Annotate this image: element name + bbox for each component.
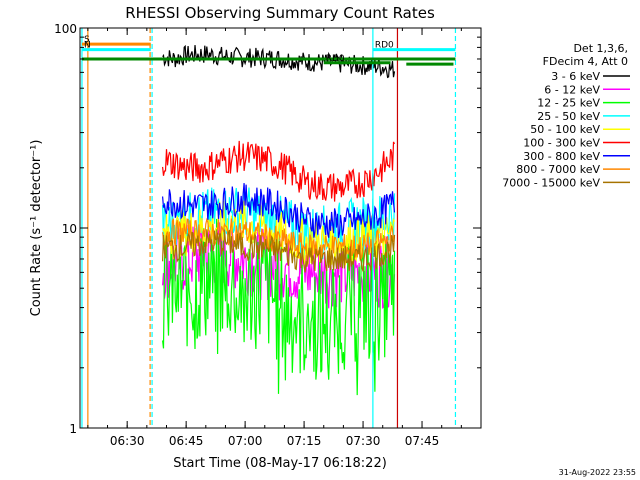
x-tick-label: 07:15 — [287, 434, 322, 448]
x-axis-label: Start Time (08-May-17 06:18:22) — [173, 456, 387, 471]
x-tick-label: 07:30 — [346, 434, 381, 448]
y-axis-label: Count Rate (s⁻¹ detector⁻¹) — [29, 140, 44, 317]
flag-label: RD0 — [326, 54, 345, 64]
x-tick-label: 06:45 — [169, 434, 204, 448]
legend-label: 12 - 25 keV — [537, 97, 600, 110]
flag-label: S — [84, 35, 90, 45]
series-line — [162, 218, 396, 396]
x-tick-label: 07:00 — [228, 434, 263, 448]
legend-header: Det 1,3,6, — [573, 42, 628, 55]
x-tick-label: 06:30 — [110, 434, 145, 448]
series-line — [162, 140, 396, 202]
legend-label: 100 - 300 keV — [523, 137, 600, 150]
series-line — [162, 44, 396, 79]
flag-label: N — [84, 41, 91, 51]
timestamp: 31-Aug-2022 23:55 — [559, 468, 636, 477]
legend-header: FDecim 4, Att 0 — [543, 55, 628, 68]
axis-layer: 06:30 06:45 07:00 07:15 07:30 07:45 1 10 100 — [54, 22, 482, 448]
series-line — [162, 183, 396, 239]
x-tick-label: 07:45 — [405, 434, 440, 448]
legend-label: 300 - 800 keV — [523, 150, 600, 163]
y-tick-label: 100 — [54, 22, 77, 36]
series-layer — [162, 44, 396, 396]
legend-label: 800 - 7000 keV — [516, 163, 600, 176]
legend-label: 3 - 6 keV — [551, 70, 600, 83]
y-tick-label: 1 — [69, 422, 77, 436]
y-tick-label: 10 — [62, 222, 77, 236]
series-line — [162, 229, 396, 273]
series-line — [162, 200, 396, 266]
legend-label: 6 - 12 keV — [544, 83, 600, 96]
chart-title: RHESSI Observing Summary Count Rates — [125, 4, 435, 22]
marker-layer: SN RD0 RD0 — [81, 28, 457, 428]
flag-label: RD0 — [375, 41, 394, 51]
legend-label: 7000 - 15000 keV — [502, 176, 600, 189]
legend-label: 50 - 100 keV — [530, 123, 600, 136]
legend-label: 25 - 50 keV — [537, 110, 600, 123]
